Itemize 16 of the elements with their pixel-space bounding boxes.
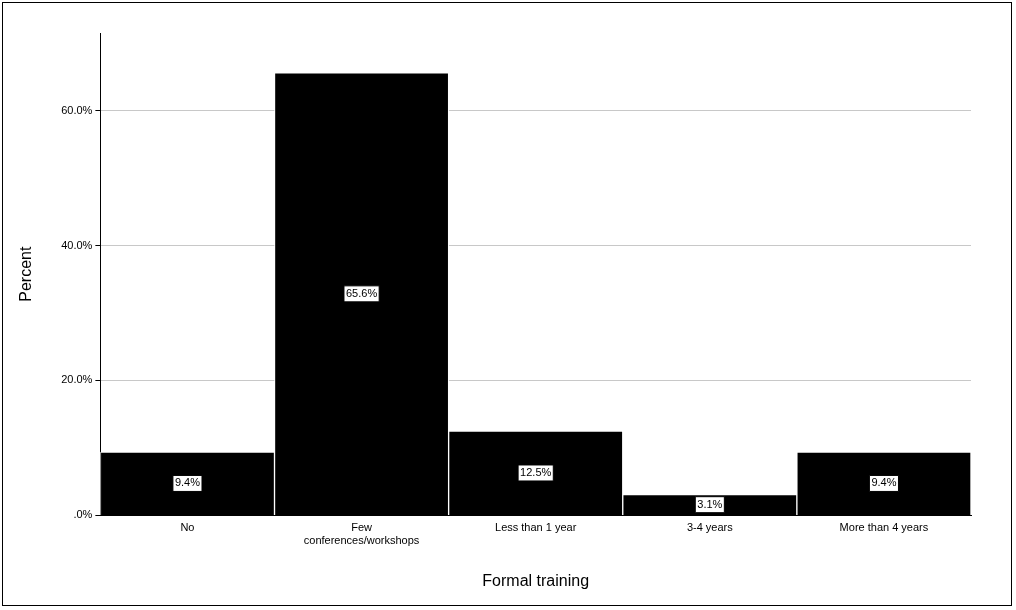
data-label: 12.5% bbox=[520, 466, 552, 479]
data-label: 3.1% bbox=[697, 497, 723, 510]
y-tick-label: 40.0% bbox=[61, 238, 93, 251]
x-tick-label: More than 4 years bbox=[839, 521, 929, 534]
data-label: 65.6% bbox=[345, 286, 378, 299]
x-tick-label: Few conferences/workshops bbox=[303, 521, 420, 547]
x-axis-title: Formal training bbox=[482, 571, 590, 589]
x-tick-label: Less than 1 year bbox=[495, 521, 577, 534]
data-label: 9.4% bbox=[174, 476, 201, 489]
data-label: 9.4% bbox=[871, 476, 897, 489]
x-tick-label: No bbox=[180, 521, 195, 534]
x-tick-label: 3-4 years bbox=[686, 521, 734, 534]
y-tick-label: 60.0% bbox=[61, 103, 93, 116]
y-axis-title: Percent bbox=[17, 246, 35, 302]
y-tick-label: .0% bbox=[73, 508, 93, 521]
y-tick-label: 20.0% bbox=[61, 373, 93, 386]
